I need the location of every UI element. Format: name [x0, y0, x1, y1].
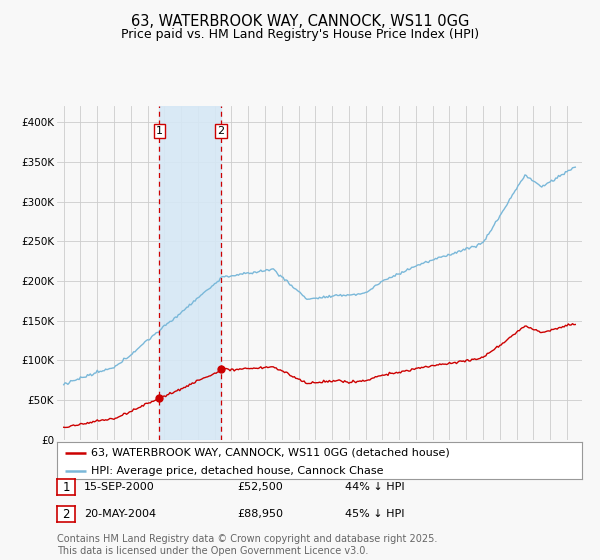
Text: 1: 1 — [156, 126, 163, 136]
Bar — [160, 106, 221, 440]
Text: Contains HM Land Registry data © Crown copyright and database right 2025.
This d: Contains HM Land Registry data © Crown c… — [57, 534, 437, 556]
Text: 2: 2 — [62, 507, 70, 521]
Text: 15-SEP-2000: 15-SEP-2000 — [84, 482, 155, 492]
Text: HPI: Average price, detached house, Cannock Chase: HPI: Average price, detached house, Cann… — [91, 466, 383, 476]
Text: 20-MAY-2004: 20-MAY-2004 — [84, 509, 156, 519]
Text: Price paid vs. HM Land Registry's House Price Index (HPI): Price paid vs. HM Land Registry's House … — [121, 28, 479, 41]
Text: 1: 1 — [62, 480, 70, 494]
Text: 44% ↓ HPI: 44% ↓ HPI — [345, 482, 404, 492]
Text: 2: 2 — [217, 126, 224, 136]
Text: £52,500: £52,500 — [237, 482, 283, 492]
Text: £88,950: £88,950 — [237, 509, 283, 519]
Text: 63, WATERBROOK WAY, CANNOCK, WS11 0GG (detached house): 63, WATERBROOK WAY, CANNOCK, WS11 0GG (d… — [91, 447, 450, 458]
Text: 63, WATERBROOK WAY, CANNOCK, WS11 0GG: 63, WATERBROOK WAY, CANNOCK, WS11 0GG — [131, 14, 469, 29]
Text: 45% ↓ HPI: 45% ↓ HPI — [345, 509, 404, 519]
